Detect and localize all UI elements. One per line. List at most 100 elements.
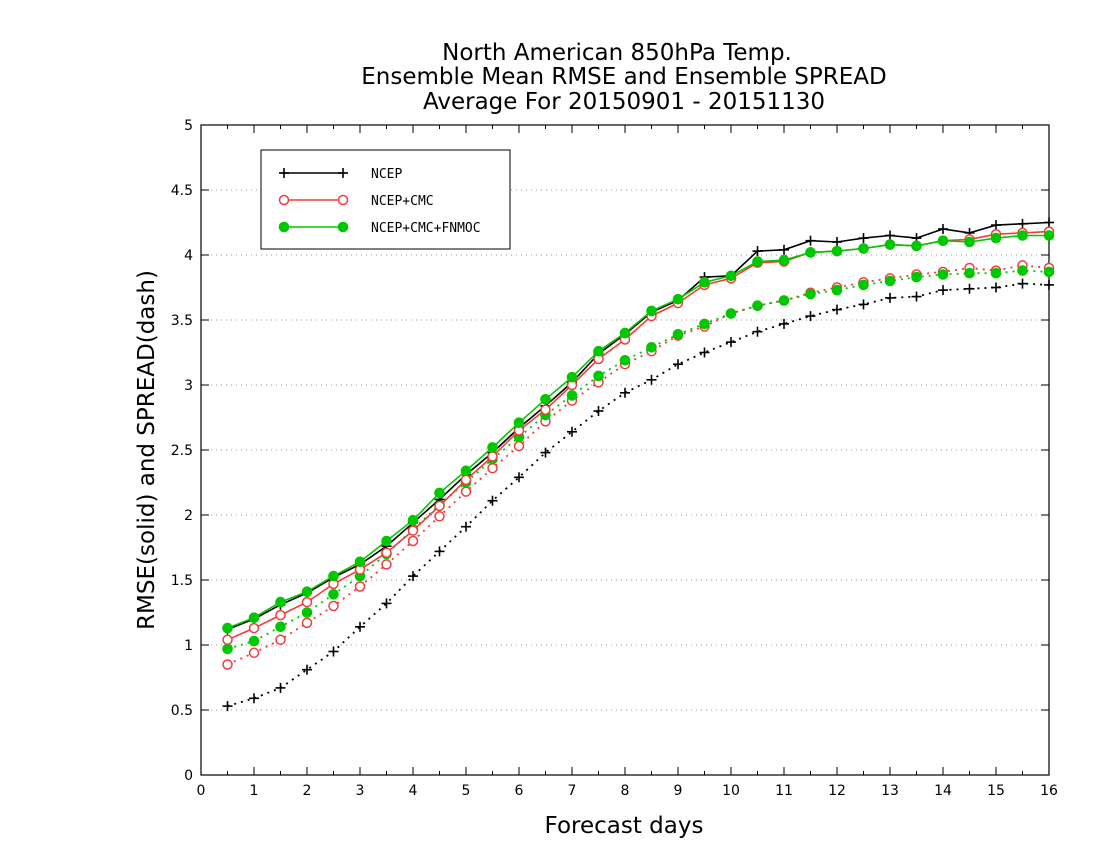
- rmse-point: [275, 596, 286, 608]
- rmse-point: [381, 547, 392, 558]
- spread-point: [752, 300, 763, 312]
- y-tick-label: 3.5: [171, 313, 193, 329]
- spread-point: [381, 598, 392, 609]
- rmse-point: [593, 345, 604, 357]
- y-tick-label: 0.5: [171, 703, 193, 719]
- rmse-point: [832, 237, 842, 247]
- rmse-point: [434, 500, 445, 512]
- spread-point: [672, 329, 684, 340]
- rmse-point: [248, 622, 260, 634]
- spread-point: [699, 318, 710, 330]
- spread-point: [779, 318, 789, 329]
- x-tick-label: 16: [1040, 783, 1058, 799]
- rmse-point: [222, 634, 233, 646]
- legend-marker-right: [338, 168, 348, 178]
- rmse-line: [227, 230, 1050, 641]
- spread-point: [1017, 278, 1028, 289]
- x-tick-label: 11: [775, 783, 793, 799]
- spread-point: [566, 390, 578, 401]
- x-tick-label: 12: [828, 783, 846, 799]
- y-axis-label: RMSE(solid) and SPREAD(dash): [134, 270, 160, 630]
- spread-point: [248, 647, 260, 659]
- spread-point: [302, 664, 312, 675]
- spread-point: [991, 282, 1001, 293]
- legend-marker-left: [278, 221, 290, 233]
- rmse-point: [779, 244, 789, 255]
- y-tick-label: 1: [184, 638, 193, 654]
- spread-point: [408, 571, 418, 582]
- spread-point: [752, 326, 763, 337]
- rmse-point: [885, 230, 895, 241]
- rmse-point: [964, 236, 975, 248]
- y-tick-label: 4: [184, 248, 193, 264]
- spread-point: [778, 295, 790, 306]
- rmse-point: [222, 622, 233, 634]
- spread-point: [673, 359, 683, 370]
- rmse-point: [1017, 218, 1028, 229]
- x-tick-label: 10: [722, 783, 740, 799]
- spread-point: [805, 288, 816, 300]
- series-ncep-cmc-rmse: [222, 226, 1055, 646]
- title-line-1: North American 850hPa Temp.: [442, 40, 792, 66]
- rmse-point: [487, 442, 498, 453]
- rmse-point: [752, 256, 763, 267]
- rmse-point: [1043, 230, 1055, 241]
- spread-point: [1017, 265, 1028, 276]
- spread-point: [248, 635, 260, 647]
- y-tick-label: 0: [184, 768, 193, 784]
- rmse-point: [248, 612, 260, 624]
- spread-point: [884, 275, 896, 287]
- rmse-point: [938, 224, 948, 234]
- x-tick-label: 3: [356, 783, 365, 799]
- spread-line: [227, 282, 1050, 707]
- spread-point: [911, 291, 922, 302]
- spread-point: [990, 267, 1002, 279]
- spread-point: [699, 347, 710, 358]
- legend: NCEP NCEP+CMC NCEP+CMC+FNMOC: [260, 149, 511, 250]
- rmse-point: [540, 394, 551, 405]
- y-tick-label: 3: [184, 378, 193, 394]
- spread-point: [646, 342, 657, 353]
- series-layer: [222, 217, 1055, 712]
- rmse-point: [301, 596, 313, 608]
- spread-point: [222, 643, 233, 655]
- rmse-point: [858, 243, 869, 254]
- spread-point: [434, 511, 445, 522]
- legend-label: NCEP: [371, 167, 402, 182]
- rmse-point: [619, 327, 631, 339]
- legend-label: NCEP+CMC+FNMOC: [371, 221, 481, 236]
- spread-point: [593, 406, 604, 416]
- spread-point: [460, 486, 472, 497]
- spread-point: [301, 617, 313, 629]
- chart-title: North American 850hPa Temp. Ensemble Mea…: [361, 40, 886, 115]
- rmse-point: [540, 404, 551, 415]
- spread-point: [328, 600, 339, 612]
- rmse-point: [407, 525, 419, 536]
- rmse-point: [911, 240, 922, 252]
- spread-point: [514, 472, 524, 483]
- rmse-point: [725, 270, 737, 282]
- rmse-point: [805, 247, 816, 258]
- rmse-point: [301, 586, 313, 598]
- spread-point: [964, 283, 975, 294]
- rmse-point: [460, 474, 472, 486]
- spread-point: [381, 559, 392, 570]
- spread-line: [227, 264, 1050, 666]
- spread-point: [222, 701, 233, 712]
- gridlines: [201, 189, 1049, 711]
- spread-point: [355, 621, 365, 632]
- spread-point: [620, 387, 630, 398]
- spread-point: [328, 589, 339, 600]
- x-tick-label: 13: [881, 783, 899, 799]
- x-tick-label: 0: [197, 783, 206, 799]
- rmse-point: [487, 451, 498, 462]
- rmse-point: [778, 254, 790, 266]
- spread-point: [354, 581, 366, 592]
- spread-point: [646, 374, 657, 385]
- rmse-point: [805, 235, 816, 246]
- x-tick-label: 6: [515, 783, 524, 799]
- rmse-point: [990, 232, 1002, 244]
- spread-point: [964, 267, 975, 279]
